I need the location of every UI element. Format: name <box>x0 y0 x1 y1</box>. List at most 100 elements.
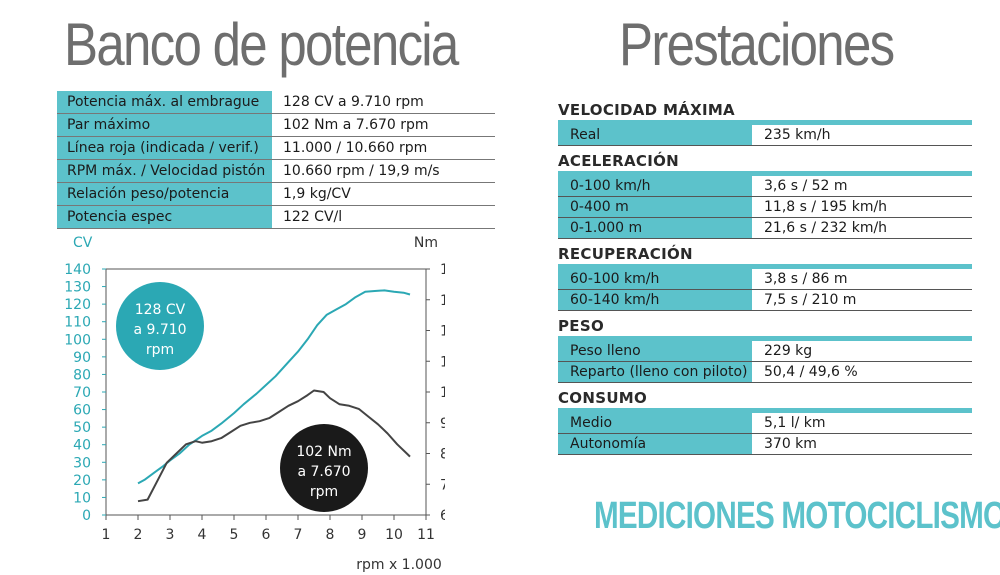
x-tick-label: 5 <box>230 527 239 543</box>
perf-value: 5,1 l/ km <box>764 415 826 431</box>
y-right-tick-label: 90 <box>440 416 445 432</box>
perf-label: 0-400 m <box>558 197 752 217</box>
spec-value: 102 Nm a 7.670 rpm <box>283 117 429 133</box>
section-title: RECUPERACIÓN <box>558 245 693 263</box>
spec-label: Potencia máx. al embrague <box>57 91 272 113</box>
annotation-bubble <box>280 424 368 512</box>
perf-label: Autonomía <box>558 434 752 454</box>
y-right-tick-label: 60 <box>440 508 445 524</box>
y-left-tick-label: 0 <box>82 508 91 524</box>
x-tick-label: 10 <box>385 527 403 543</box>
perf-row: 60-100 km/h 3,8 s / 86 m <box>558 269 972 290</box>
spec-row: Potencia máx. al embrague 128 CV a 9.710 … <box>57 91 495 114</box>
perf-label: Reparto (lleno con piloto) <box>558 362 752 382</box>
perf-row: 60-140 km/h 7,5 s / 210 m <box>558 290 972 311</box>
y-left-tick-label: 110 <box>64 315 91 331</box>
spec-row: RPM máx. / Velocidad pistón 10.660 rpm / … <box>57 160 495 183</box>
spec-row: Potencia espec 122 CV/l <box>57 206 495 229</box>
performance-title: Prestaciones <box>619 11 895 78</box>
spec-label: Línea roja (indicada / verif.) <box>57 137 272 159</box>
perf-label: 0-100 km/h <box>558 176 752 196</box>
section-rows: Real 235 km/h <box>558 120 972 146</box>
y-left-tick-label: 10 <box>73 490 91 506</box>
spec-row: Par máximo 102 Nm a 7.670 rpm <box>57 114 495 137</box>
perf-value: 11,8 s / 195 km/h <box>764 199 888 215</box>
spec-value: 11.000 / 10.660 rpm <box>283 140 428 156</box>
perf-row: 0-1.000 m 21,6 s / 232 km/h <box>558 218 972 239</box>
y-right-tick-label: 140 <box>440 262 445 278</box>
perf-label: Medio <box>558 413 752 433</box>
spec-table: Potencia máx. al embrague 128 CV a 9.710 … <box>57 91 495 229</box>
perf-label: 60-100 km/h <box>558 269 752 289</box>
performance-table: VELOCIDAD MÁXIMA Real 235 km/h ACELERACIÓN 0… <box>558 100 972 460</box>
section-title: CONSUMO <box>558 389 648 407</box>
perf-value: 3,6 s / 52 m <box>764 178 848 194</box>
y-left-tick-label: 130 <box>64 280 91 296</box>
spec-value: 1,9 kg/CV <box>283 186 351 202</box>
y-left-tick-label: 60 <box>73 403 91 419</box>
spec-value: 10.660 rpm / 19,9 m/s <box>283 163 440 179</box>
perf-label: 60-140 km/h <box>558 290 752 310</box>
y-right-tick-label: 130 <box>440 293 445 309</box>
y-right-tick-label: 70 <box>440 477 445 493</box>
x-axis-label: rpm x 1.000 <box>356 557 442 573</box>
x-tick-label: 9 <box>358 527 367 543</box>
section-rows: 0-100 km/h 3,6 s / 52 m 0-400 m 11,8 s / 19… <box>558 171 972 239</box>
power-bench-title: Banco de potencia <box>64 11 459 78</box>
section-rows: 60-100 km/h 3,8 s / 86 m 60-140 km/h 7,5 s … <box>558 264 972 311</box>
perf-value: 21,6 s / 232 km/h <box>764 220 888 236</box>
perf-row: 0-100 km/h 3,6 s / 52 m <box>558 176 972 197</box>
y-left-tick-label: 50 <box>73 420 91 436</box>
y-right-tick-label: 80 <box>440 447 445 463</box>
spec-label: Par máximo <box>57 114 272 136</box>
section-rows: Medio 5,1 l/ km Autonomía 370 km <box>558 408 972 455</box>
spec-row: Línea roja (indicada / verif.) 11.000 / 1… <box>57 137 495 160</box>
x-tick-label: 3 <box>166 527 175 543</box>
perf-value: 3,8 s / 86 m <box>764 271 848 287</box>
perf-row: Medio 5,1 l/ km <box>558 413 972 434</box>
y-left-tick-label: 30 <box>73 455 91 471</box>
y-right-axis-label: Nm <box>414 235 438 251</box>
spec-label: Potencia espec <box>57 206 272 228</box>
dyno-chart: 1 2 3 4 5 6 7 8 9 10 11010203040506070809010011012… <box>64 235 445 573</box>
x-tick-label: 6 <box>262 527 271 543</box>
spec-label: RPM máx. / Velocidad pistón <box>57 160 272 182</box>
annotation-text: rpm <box>146 342 174 358</box>
perf-label: 0-1.000 m <box>558 218 752 238</box>
annotation-bubble <box>116 282 204 370</box>
spec-value: 128 CV a 9.710 rpm <box>283 94 424 110</box>
section-title: ACELERACIÓN <box>558 152 680 170</box>
y-left-tick-label: 140 <box>64 262 91 278</box>
spec-label: Relación peso/potencia <box>57 183 272 205</box>
y-left-tick-label: 120 <box>64 297 91 313</box>
x-tick-label: 11 <box>417 527 435 543</box>
y-left-tick-label: 70 <box>73 385 91 401</box>
annotation-text: a 7.670 <box>297 464 350 480</box>
x-tick-label: 4 <box>198 527 207 543</box>
x-tick-label: 2 <box>134 527 143 543</box>
perf-label: Peso lleno <box>558 341 752 361</box>
perf-row: Real 235 km/h <box>558 125 972 146</box>
y-left-tick-label: 40 <box>73 438 91 454</box>
annotation-text: rpm <box>310 484 338 500</box>
perf-value: 7,5 s / 210 m <box>764 292 857 308</box>
perf-row: Peso lleno 229 kg <box>558 341 972 362</box>
perf-value: 370 km <box>764 436 817 452</box>
perf-row: Reparto (lleno con piloto) 50,4 / 49,6 % <box>558 362 972 383</box>
y-right-tick-label: 120 <box>440 324 445 340</box>
perf-value: 235 km/h <box>764 127 831 143</box>
y-left-axis-label: CV <box>73 235 93 251</box>
perf-value: 50,4 / 49,6 % <box>764 364 858 380</box>
section-title: PESO <box>558 317 604 335</box>
spec-value: 122 CV/l <box>283 209 343 225</box>
y-left-tick-label: 80 <box>73 367 91 383</box>
section-title: VELOCIDAD MÁXIMA <box>558 101 735 119</box>
section-rows: Peso lleno 229 kg Reparto (lleno con pilot… <box>558 336 972 383</box>
perf-row: 0-400 m 11,8 s / 195 km/h <box>558 197 972 218</box>
annotation-text: 128 CV <box>135 302 186 318</box>
y-right-tick-label: 110 <box>440 354 445 370</box>
y-left-tick-label: 90 <box>73 350 91 366</box>
spec-row: Relación peso/potencia 1,9 kg/CV <box>57 183 495 206</box>
x-tick-label: 8 <box>326 527 335 543</box>
y-left-tick-label: 20 <box>73 473 91 489</box>
